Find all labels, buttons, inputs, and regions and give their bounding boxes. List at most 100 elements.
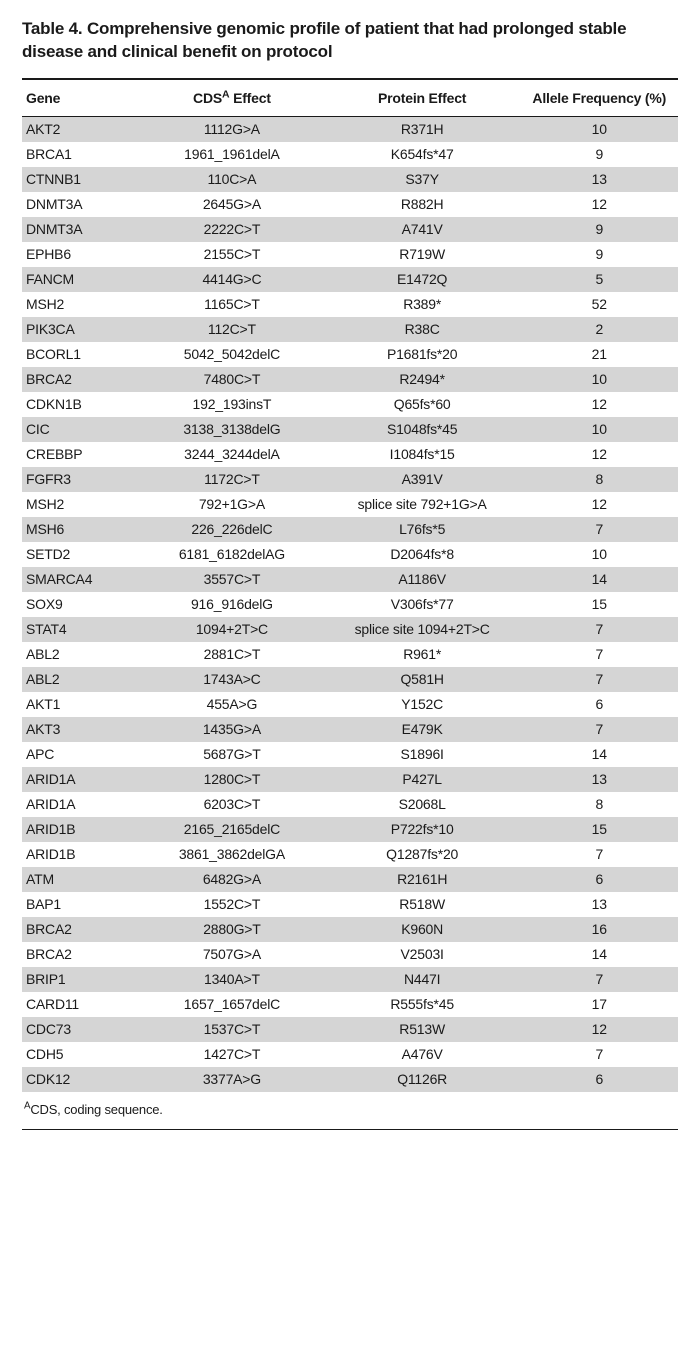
cell-cds: 7480C>T — [140, 367, 324, 392]
table-row: CDK123377A>GQ1126R6 — [22, 1067, 678, 1092]
cell-protein: L76fs*5 — [324, 517, 521, 542]
cell-protein: R389* — [324, 292, 521, 317]
cell-gene: SOX9 — [22, 592, 140, 617]
cell-freq: 7 — [521, 967, 678, 992]
cell-gene: AKT3 — [22, 717, 140, 742]
cell-cds: 2880G>T — [140, 917, 324, 942]
cell-gene: ARID1A — [22, 767, 140, 792]
cell-protein: R38C — [324, 317, 521, 342]
cell-gene: DNMT3A — [22, 192, 140, 217]
table-row: DNMT3A2645G>AR882H12 — [22, 192, 678, 217]
cell-gene: AKT1 — [22, 692, 140, 717]
cell-freq: 6 — [521, 1067, 678, 1092]
cell-protein: S37Y — [324, 167, 521, 192]
cell-freq: 14 — [521, 567, 678, 592]
cell-gene: CDKN1B — [22, 392, 140, 417]
cell-protein: P1681fs*20 — [324, 342, 521, 367]
cell-freq: 7 — [521, 1042, 678, 1067]
table-row: BRCA27480C>TR2494*10 — [22, 367, 678, 392]
cell-freq: 8 — [521, 467, 678, 492]
cell-cds: 3861_3862delGA — [140, 842, 324, 867]
cell-freq: 10 — [521, 542, 678, 567]
table-row: SMARCA43557C>TA1186V14 — [22, 567, 678, 592]
cell-cds: 6482G>A — [140, 867, 324, 892]
cell-cds: 192_193insT — [140, 392, 324, 417]
table-row: STAT41094+2T>Csplice site 1094+2T>C7 — [22, 617, 678, 642]
table-row: SOX9916_916delGV306fs*7715 — [22, 592, 678, 617]
cell-cds: 1552C>T — [140, 892, 324, 917]
cell-protein: E479K — [324, 717, 521, 742]
cell-protein: K960N — [324, 917, 521, 942]
cell-freq: 7 — [521, 517, 678, 542]
cell-gene: EPHB6 — [22, 242, 140, 267]
cell-protein: K654fs*47 — [324, 142, 521, 167]
cell-protein: R2494* — [324, 367, 521, 392]
table-row: BRCA22880G>TK960N16 — [22, 917, 678, 942]
cell-cds: 2155C>T — [140, 242, 324, 267]
cell-gene: APC — [22, 742, 140, 767]
cell-gene: CIC — [22, 417, 140, 442]
cell-freq: 12 — [521, 192, 678, 217]
cell-protein: R555fs*45 — [324, 992, 521, 1017]
cell-protein: E1472Q — [324, 267, 521, 292]
cell-freq: 12 — [521, 442, 678, 467]
cell-cds: 1657_1657delC — [140, 992, 324, 1017]
table-row: ARID1A1280C>TP427L13 — [22, 767, 678, 792]
table-row: ARID1B2165_2165delCP722fs*1015 — [22, 817, 678, 842]
cell-cds: 1961_1961delA — [140, 142, 324, 167]
cell-gene: ATM — [22, 867, 140, 892]
table-row: CREBBP3244_3244delAI1084fs*1512 — [22, 442, 678, 467]
cds-label-suffix: Effect — [229, 90, 270, 106]
cell-gene: ARID1B — [22, 842, 140, 867]
table-row: BRCA27507G>AV2503I14 — [22, 942, 678, 967]
table-row: APC5687G>TS1896I14 — [22, 742, 678, 767]
col-header-gene: Gene — [22, 80, 140, 117]
cell-gene: CDC73 — [22, 1017, 140, 1042]
cell-cds: 5042_5042delC — [140, 342, 324, 367]
table-row: BRCA11961_1961delAK654fs*479 — [22, 142, 678, 167]
cell-gene: BCORL1 — [22, 342, 140, 367]
cell-protein: S1048fs*45 — [324, 417, 521, 442]
cell-cds: 1427C>T — [140, 1042, 324, 1067]
table-row: FGFR31172C>TA391V8 — [22, 467, 678, 492]
table-title: Table 4. Comprehensive genomic profile o… — [22, 18, 678, 64]
cell-protein: D2064fs*8 — [324, 542, 521, 567]
cell-freq: 15 — [521, 817, 678, 842]
cell-cds: 2645G>A — [140, 192, 324, 217]
cell-cds: 3377A>G — [140, 1067, 324, 1092]
cell-gene: SETD2 — [22, 542, 140, 567]
cell-freq: 14 — [521, 742, 678, 767]
cell-gene: CARD11 — [22, 992, 140, 1017]
cell-cds: 2222C>T — [140, 217, 324, 242]
cell-gene: BRCA1 — [22, 142, 140, 167]
col-header-allele-frequency: Allele Frequency (%) — [521, 80, 678, 117]
cell-cds: 1340A>T — [140, 967, 324, 992]
cell-freq: 12 — [521, 492, 678, 517]
cell-freq: 10 — [521, 116, 678, 142]
cell-cds: 1435G>A — [140, 717, 324, 742]
cell-freq: 13 — [521, 167, 678, 192]
table-row: CIC3138_3138delGS1048fs*4510 — [22, 417, 678, 442]
table-row: BCORL15042_5042delCP1681fs*2021 — [22, 342, 678, 367]
table-row: ABL22881C>TR961*7 — [22, 642, 678, 667]
cell-protein: R371H — [324, 116, 521, 142]
cell-protein: S1896I — [324, 742, 521, 767]
cell-protein: A476V — [324, 1042, 521, 1067]
cell-gene: AKT2 — [22, 116, 140, 142]
cell-freq: 10 — [521, 417, 678, 442]
cell-cds: 226_226delC — [140, 517, 324, 542]
table-row: CDKN1B192_193insTQ65fs*6012 — [22, 392, 678, 417]
cell-gene: MSH2 — [22, 292, 140, 317]
table-row: CDC731537C>TR513W12 — [22, 1017, 678, 1042]
cell-gene: FANCM — [22, 267, 140, 292]
cell-protein: V306fs*77 — [324, 592, 521, 617]
cell-freq: 7 — [521, 717, 678, 742]
cell-protein: Q65fs*60 — [324, 392, 521, 417]
cell-gene: SMARCA4 — [22, 567, 140, 592]
table-row: DNMT3A2222C>TA741V9 — [22, 217, 678, 242]
cell-gene: DNMT3A — [22, 217, 140, 242]
table-row: AKT1455A>GY152C6 — [22, 692, 678, 717]
genomic-table: Gene CDSA Effect Protein Effect Allele F… — [22, 80, 678, 1092]
cell-cds: 112C>T — [140, 317, 324, 342]
cell-protein: S2068L — [324, 792, 521, 817]
